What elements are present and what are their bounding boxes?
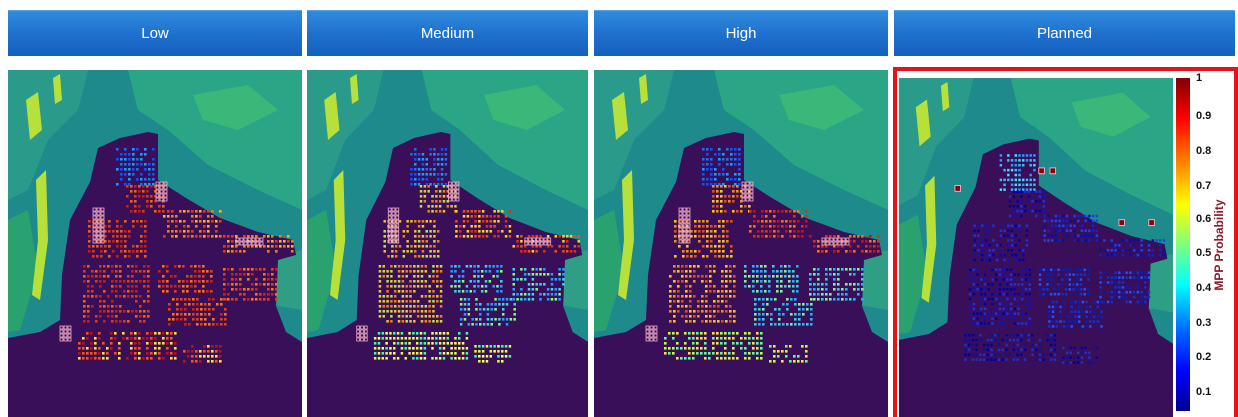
colorbar-tick: 0.2 — [1196, 351, 1212, 363]
map-panel-low — [8, 70, 302, 417]
map-panel-medium — [307, 70, 588, 417]
colorbar — [1176, 78, 1190, 411]
colorbar-tick: 1 — [1196, 72, 1203, 84]
panel-title-low: Low — [141, 25, 169, 42]
colorbar-tick: 0.4 — [1196, 282, 1212, 294]
panel-header-high: High — [594, 10, 888, 56]
map-medium — [307, 70, 588, 417]
colorbar-tick: 0.8 — [1196, 145, 1212, 157]
colorbar-tick: 0.7 — [1196, 180, 1212, 192]
map-panel-planned — [899, 78, 1173, 417]
panel-header-low: Low — [8, 10, 302, 56]
panel-title-high: High — [725, 25, 757, 42]
colorbar-tick: 0.3 — [1196, 317, 1212, 329]
colorbar-label: MPP Probability — [1212, 199, 1226, 291]
map-planned — [899, 78, 1173, 417]
colorbar-tick: 0.1 — [1196, 386, 1212, 398]
panel-title-planned: Planned — [1036, 25, 1093, 42]
map-high — [594, 70, 888, 417]
panel-header-medium: Medium — [307, 10, 588, 56]
colorbar-tick: 0.9 — [1196, 110, 1212, 122]
panel-title-medium: Medium — [420, 25, 475, 42]
map-low — [8, 70, 302, 417]
colorbar-tick: 0.6 — [1196, 213, 1212, 225]
panel-header-planned: Planned — [894, 10, 1235, 56]
colorbar-tick: 0.5 — [1196, 247, 1212, 259]
map-panel-high — [594, 70, 888, 417]
